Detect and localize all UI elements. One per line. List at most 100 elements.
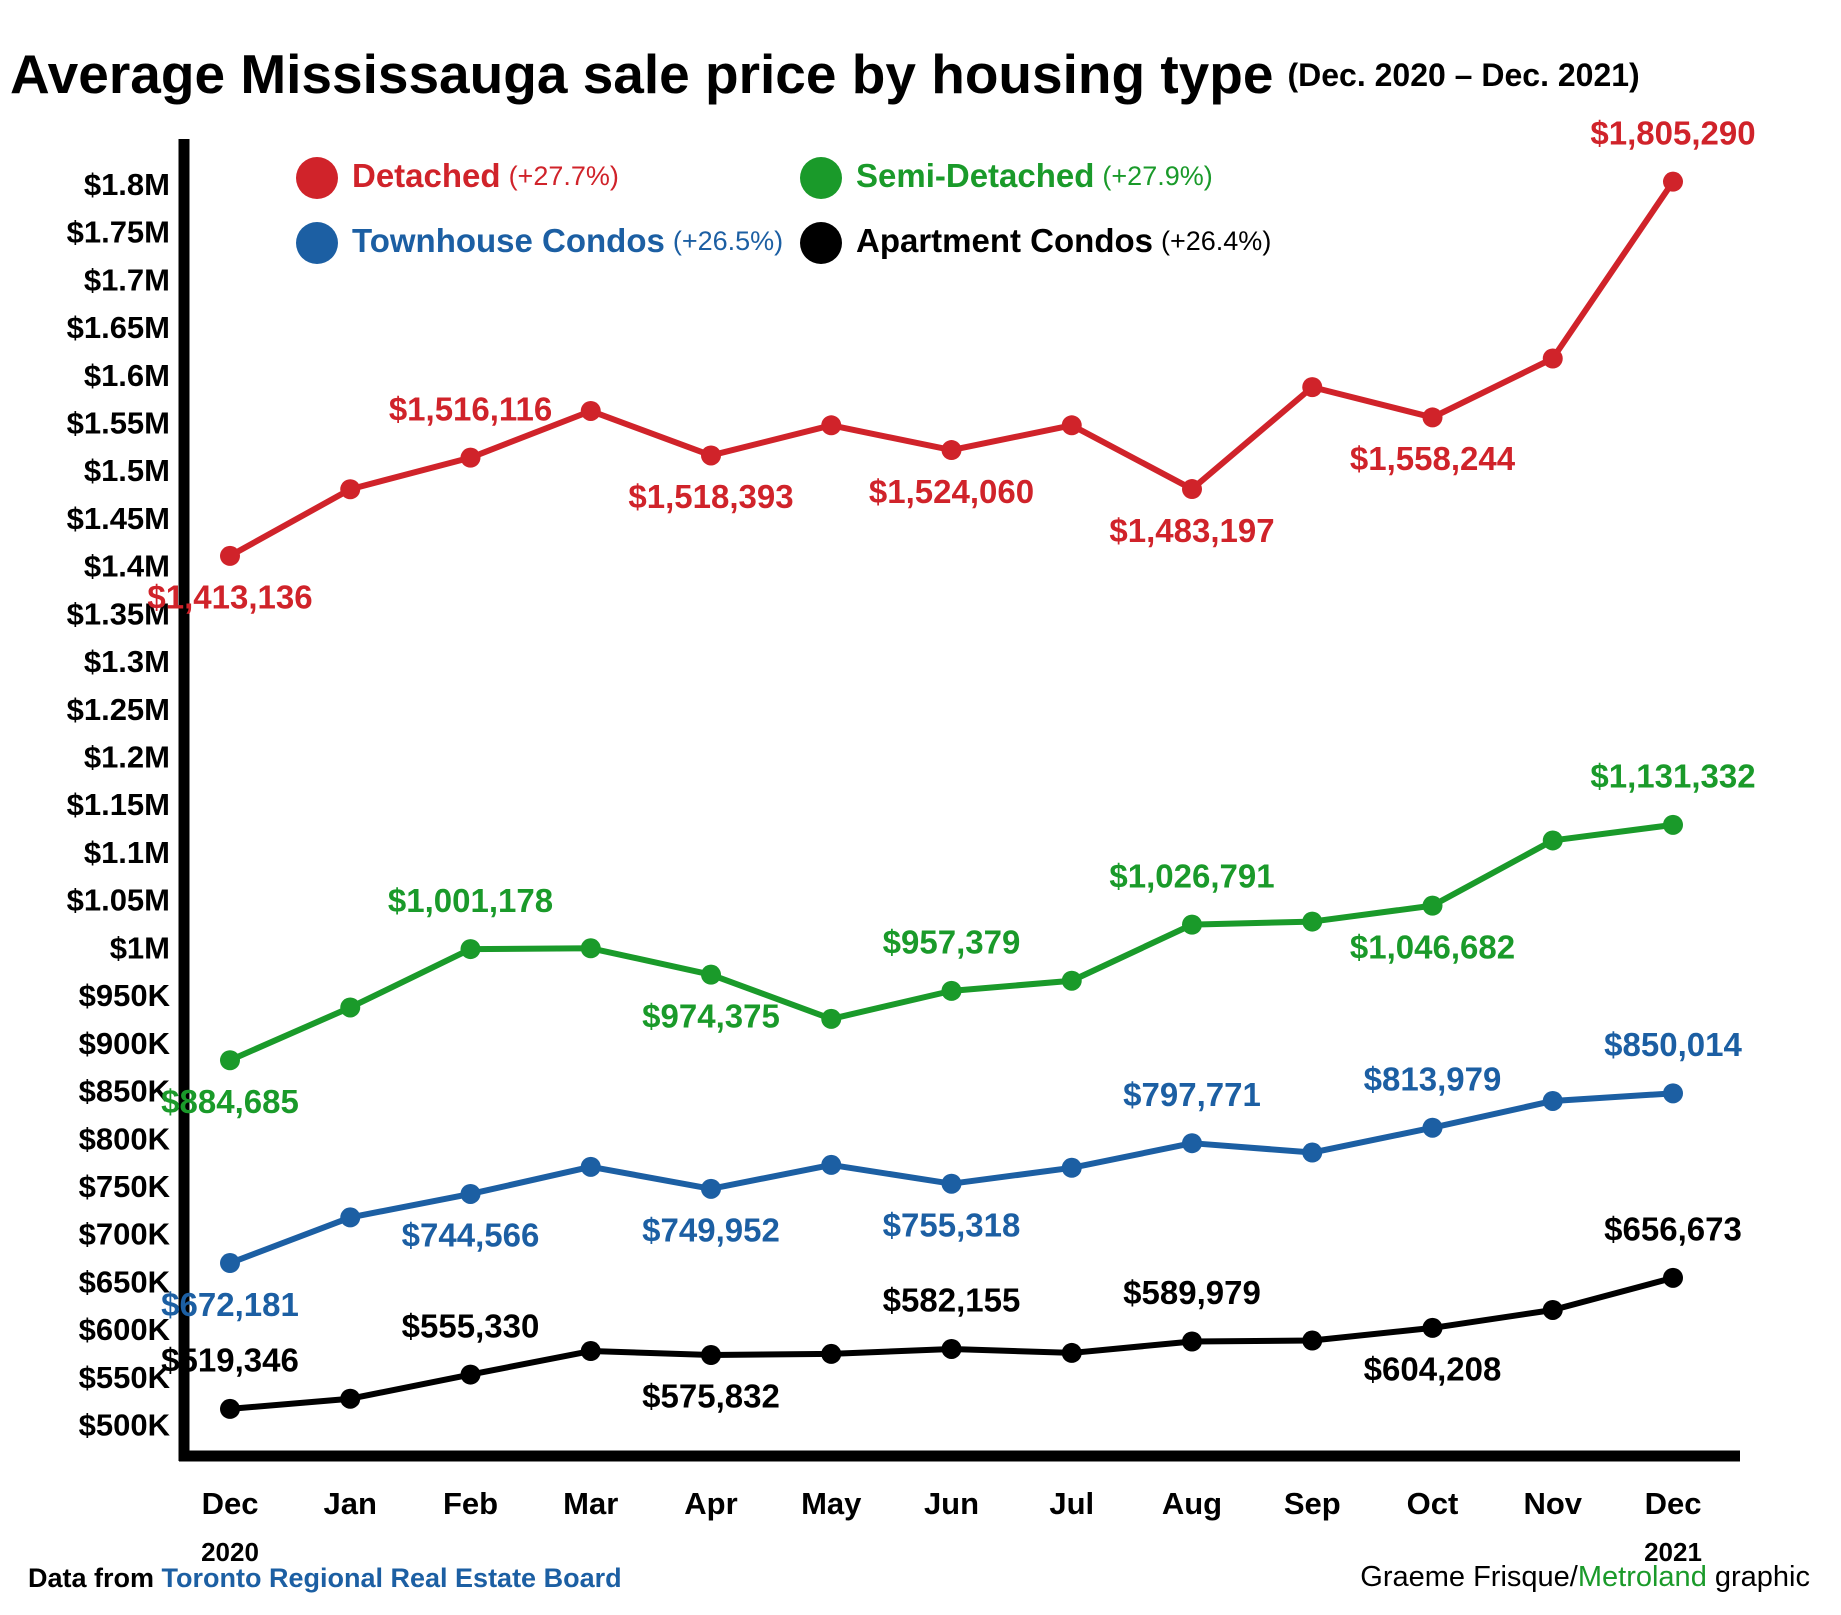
y-tick-label: $750K	[79, 1169, 171, 1204]
y-tick-label: $1.35M	[67, 596, 170, 631]
data-point	[460, 1183, 481, 1204]
data-point	[580, 1156, 601, 1177]
data-point	[340, 1207, 361, 1228]
x-tick-label: Dec	[202, 1486, 259, 1521]
source: Data from Toronto Regional Real Estate B…	[28, 1563, 622, 1593]
data-label: $744,566	[402, 1217, 540, 1254]
data-point	[821, 1008, 842, 1029]
data-point	[1542, 348, 1563, 369]
y-tick-label: $1.2M	[84, 740, 170, 775]
y-tick-label: $600K	[79, 1312, 171, 1347]
y-tick-label: $500K	[79, 1408, 171, 1443]
data-point	[1422, 1117, 1443, 1138]
y-tick-label: $1M	[110, 930, 170, 965]
data-point	[460, 1364, 481, 1385]
legend-swatch	[800, 157, 842, 199]
x-tick-label: Mar	[563, 1486, 618, 1521]
x-tick-label: Feb	[443, 1486, 498, 1521]
data-point	[1542, 830, 1563, 851]
credit-author: Graeme Frisque/	[1360, 1561, 1579, 1593]
y-tick-label: $1.6M	[84, 358, 170, 393]
data-point	[220, 1050, 240, 1071]
data-point	[1663, 1083, 1683, 1104]
data-label: $755,318	[883, 1206, 1021, 1243]
y-tick-label: $1.75M	[67, 215, 170, 250]
data-label: $582,155	[883, 1282, 1021, 1319]
y-tick-label: $1.4M	[84, 549, 170, 584]
legend-name: Apartment Condos	[856, 222, 1153, 259]
x-tick-label: Dec	[1645, 1486, 1702, 1521]
y-tick-label: $900K	[79, 1026, 171, 1061]
data-point	[941, 440, 962, 461]
data-point	[941, 1338, 962, 1359]
data-label: $1,524,060	[869, 473, 1034, 510]
x-tick-label: Apr	[684, 1486, 737, 1521]
data-label: $749,952	[642, 1212, 780, 1249]
data-point	[701, 1344, 721, 1365]
x-tick-year: 2020	[201, 1537, 259, 1567]
data-point	[1422, 1317, 1443, 1338]
data-point	[340, 997, 361, 1018]
data-point	[220, 1253, 240, 1274]
legend-change: (+26.4%)	[1161, 226, 1271, 256]
data-point	[1302, 1330, 1323, 1351]
legend-name: Semi-Detached	[856, 157, 1094, 194]
data-point	[1061, 415, 1082, 436]
data-point	[821, 1154, 842, 1175]
y-tick-label: $1.3M	[84, 644, 170, 679]
chart-title: Average Mississauga sale price by housin…	[10, 43, 1640, 105]
data-point	[1302, 1142, 1323, 1163]
data-label: $884,685	[161, 1083, 299, 1120]
x-tick-label: May	[801, 1486, 862, 1521]
data-point	[460, 939, 481, 960]
legend-entry: Detached (+27.7%)	[352, 157, 619, 194]
data-point	[701, 964, 721, 985]
subtitle: (Dec. 2020 – Dec. 2021)	[1287, 57, 1639, 93]
data-point	[821, 1343, 842, 1364]
legend-change: (+26.5%)	[673, 226, 783, 256]
data-point	[701, 1178, 721, 1199]
data-point	[1663, 1267, 1683, 1288]
data-point	[821, 415, 842, 436]
y-tick-label: $1.65M	[67, 310, 170, 345]
data-point	[701, 445, 721, 466]
data-label: $604,208	[1364, 1351, 1502, 1388]
data-point	[1302, 911, 1323, 932]
data-point	[1422, 407, 1443, 428]
data-point	[941, 1173, 962, 1194]
data-label: $1,805,290	[1590, 114, 1755, 151]
y-tick-label: $1.05M	[67, 883, 170, 918]
data-point	[580, 938, 601, 959]
data-label: $1,046,682	[1350, 928, 1515, 965]
legend-swatch	[800, 222, 842, 264]
data-point	[1182, 1331, 1202, 1352]
y-tick-label: $550K	[79, 1360, 171, 1395]
data-point	[580, 1341, 601, 1362]
y-tick-label: $1.45M	[67, 501, 170, 536]
data-point	[1061, 1342, 1082, 1363]
data-point	[1542, 1090, 1563, 1111]
y-tick-label: $1.1M	[84, 835, 170, 870]
data-label: $1,026,791	[1109, 857, 1274, 894]
y-tick-label: $800K	[79, 1121, 171, 1156]
data-point	[460, 447, 481, 468]
legend-entry: Semi-Detached (+27.9%)	[856, 157, 1213, 194]
x-tick-label: Jun	[924, 1486, 979, 1521]
source-prefix: Data from	[28, 1563, 162, 1593]
y-tick-label: $1.25M	[67, 692, 170, 727]
data-label: $850,014	[1604, 1026, 1742, 1063]
data-point	[220, 1398, 240, 1419]
y-tick-label: $1.8M	[84, 167, 170, 202]
x-tick-label: Nov	[1523, 1486, 1582, 1521]
data-label: $1,518,393	[628, 478, 793, 515]
data-label: $1,001,178	[388, 882, 553, 919]
data-label: $555,330	[402, 1307, 540, 1344]
credit-suffix: graphic	[1707, 1561, 1810, 1593]
y-tick-label: $1.15M	[67, 787, 170, 822]
data-point	[220, 545, 240, 566]
data-point	[941, 980, 962, 1001]
y-tick-label: $1.7M	[84, 262, 170, 297]
legend-entry: Apartment Condos (+26.4%)	[856, 222, 1271, 259]
data-point	[340, 1388, 361, 1409]
